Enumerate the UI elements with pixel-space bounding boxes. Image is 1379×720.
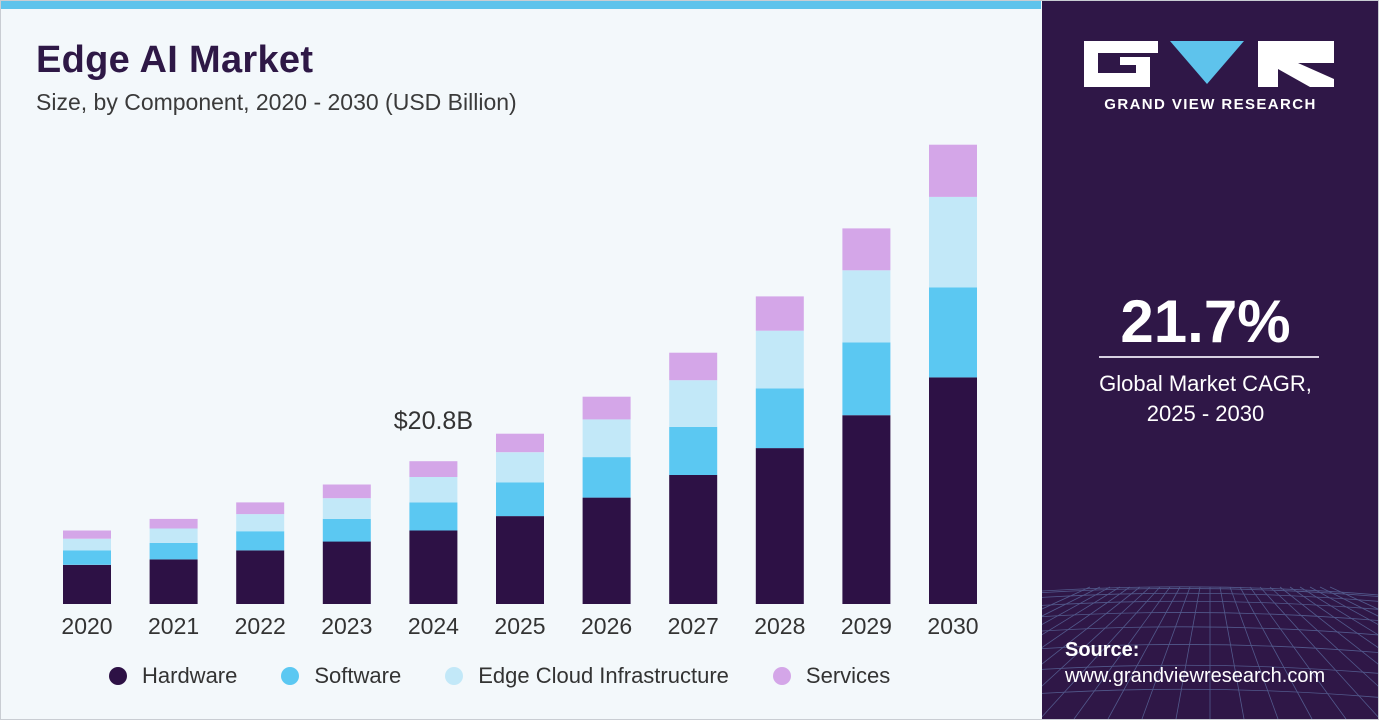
legend-swatch-hardware [109,667,127,685]
cagr-label: Global Market CAGR, 2025 - 2030 [1042,369,1369,429]
bar-services-2026 [582,396,631,420]
bar-hardware-2027 [669,474,718,604]
bar-hardware-2029 [842,415,891,604]
bar-software-2024 [409,502,458,531]
cagr-divider [1099,356,1319,358]
bar-hardware-2023 [322,541,371,604]
wireframe-decoration-icon [1042,586,1378,719]
legend-item-services: Services [772,663,891,689]
legend-label-hardware: Hardware [142,663,238,688]
bar-hardware-2024 [409,530,458,604]
bar-services-2020 [63,530,111,539]
chart-title: Edge AI Market [36,39,314,81]
x-tick-label-2022: 2022 [235,613,286,639]
chart-subtitle: Size, by Component, 2020 - 2030 (USD Bil… [36,89,517,115]
cagr-label-line1: Global Market CAGR, [1099,371,1312,396]
bar-edge-cloud-infrastructure-2022 [236,514,285,532]
bar-hardware-2028 [755,448,804,604]
legend-swatch-software [281,667,300,685]
bar-chart: 2020 2021 2022 2023 2024 2025 2026 2027 2028 2029… [61,144,979,639]
bar-hardware-2021 [149,559,198,604]
x-tick-label-2021: 2021 [148,613,199,639]
source-link[interactable]: www.grandviewresearch.com [1065,665,1326,687]
bar-edge-cloud-infrastructure-2027 [669,380,718,427]
bar-hardware-2022 [236,550,285,604]
bar-edge-cloud-infrastructure-2026 [582,419,631,458]
legend-swatch-edge-cloud-infrastructure [445,667,464,685]
cagr-value: 21.7% [1120,288,1291,355]
bar-software-2021 [149,542,198,560]
brand-name: GRAND VIEW RESEARCH [1104,96,1317,113]
legend-item-hardware: Hardware [109,663,237,689]
legend-item-software: Software [281,663,401,689]
bar-edge-cloud-infrastructure-2029 [842,270,891,343]
side-panel: GRAND VIEW RESEARCH 21.7% Global Market … [1042,1,1378,719]
bar-software-2030 [929,287,977,378]
bar-edge-cloud-infrastructure-2023 [322,498,371,519]
bar-services-2029 [842,228,891,271]
bar-hardware-2025 [496,516,544,604]
x-tick-label-2024: 2024 [408,613,459,639]
bar-software-2022 [236,531,285,551]
bar-services-2024 [409,461,458,477]
bar-software-2028 [755,388,804,449]
bar-hardware-2026 [582,497,631,604]
bar-software-2027 [669,426,718,475]
bar-software-2026 [582,457,631,498]
legend-item-edge-cloud-infrastructure: Edge Cloud Infrastructure [445,663,729,689]
x-tick-label-2030: 2030 [927,613,978,639]
bar-services-2030 [929,144,977,197]
legend-label-edge-cloud-infrastructure: Edge Cloud Infrastructure [478,663,729,688]
legend-label-software: Software [314,663,402,688]
cagr-label-line2: 2025 - 2030 [1146,401,1265,426]
grand-view-research-logo [1084,41,1334,87]
bar-edge-cloud-infrastructure-2020 [63,538,111,551]
bar-edge-cloud-infrastructure-2028 [755,330,804,389]
bar-hardware-2030 [929,377,977,604]
x-tick-label-2025: 2025 [494,613,545,639]
x-tick-label-2028: 2028 [754,613,805,639]
x-tick-label-2029: 2029 [841,613,892,639]
legend-label-services: Services [805,663,891,688]
bar-software-2020 [63,550,111,565]
bar-edge-cloud-infrastructure-2021 [149,528,198,543]
x-tick-label-2023: 2023 [321,613,372,639]
legend-swatch-services [772,667,791,685]
bar-services-2028 [755,296,804,331]
bar-software-2029 [842,342,891,416]
bar-hardware-2020 [63,564,111,604]
bar-software-2025 [496,482,544,517]
bar-services-2027 [669,352,718,381]
source-label: Source: [1065,639,1140,661]
bar-services-2023 [322,484,371,499]
x-tick-label-2026: 2026 [581,613,632,639]
accent-bar [1,1,1041,9]
bar-edge-cloud-infrastructure-2030 [929,196,977,288]
bar-software-2023 [322,518,371,542]
bar-services-2021 [149,518,198,529]
chart-legend: Hardware Software Edge Cloud Infrastruct… [109,661,934,691]
x-tick-label-2020: 2020 [61,613,112,639]
data-label-2024: $20.8B [394,407,473,435]
x-tick-label-2027: 2027 [668,613,719,639]
bar-services-2022 [236,502,285,515]
bar-services-2025 [496,433,544,453]
bar-edge-cloud-infrastructure-2025 [496,452,544,483]
bar-edge-cloud-infrastructure-2024 [409,477,458,503]
